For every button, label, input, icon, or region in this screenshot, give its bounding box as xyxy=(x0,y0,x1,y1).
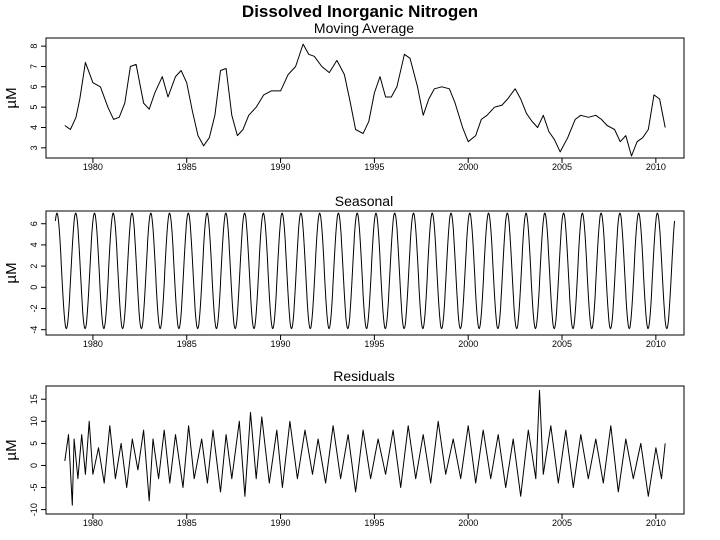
y-tick-label: 5 xyxy=(29,441,39,446)
x-tick-label: 2005 xyxy=(552,518,572,528)
axes: 1980 1985 1990 1995 2000 2005 2010 3 4 5 6 7 8 xyxy=(29,43,666,172)
x-tick-label: 2000 xyxy=(458,518,478,528)
x-tick-label: 2000 xyxy=(458,162,478,172)
y-tick-label: 6 xyxy=(29,84,39,89)
y-tick-label: 0 xyxy=(29,285,39,290)
y-tick-label: 6 xyxy=(29,221,39,226)
series-line xyxy=(64,389,666,506)
axes: 1980 1985 1990 1995 2000 2005 2010 -10 -5 0 5 10 15 xyxy=(29,389,666,528)
x-tick-label: 2010 xyxy=(646,339,666,349)
x-tick-label: 1990 xyxy=(271,339,291,349)
x-tick-label: 1995 xyxy=(364,339,384,349)
y-tick-label: -4 xyxy=(29,326,39,334)
x-tick-label: 2010 xyxy=(646,518,666,528)
y-tick-label: -5 xyxy=(29,484,39,492)
x-tick-label: 2005 xyxy=(552,339,572,349)
y-tick-label: 4 xyxy=(29,242,39,247)
x-tick-label: 1990 xyxy=(271,518,291,528)
moving-average-panel: Moving Average 1980 1985 1990 1995 2000 2005 2… xyxy=(3,20,685,172)
y-tick-label: 0 xyxy=(29,463,39,468)
y-tick-label: 5 xyxy=(29,105,39,110)
x-tick-label: 1995 xyxy=(364,162,384,172)
x-tick-label: 2010 xyxy=(646,162,666,172)
y-tick-label: 15 xyxy=(29,394,39,404)
x-tick-label: 1985 xyxy=(177,162,197,172)
x-tick-label: 1995 xyxy=(364,518,384,528)
y-tick-label: 4 xyxy=(29,125,39,130)
y-tick-label: 7 xyxy=(29,64,39,69)
y-tick-label: 8 xyxy=(29,44,39,49)
series-line xyxy=(64,43,666,157)
y-tick-label: 3 xyxy=(29,145,39,150)
y-tick-label: 2 xyxy=(29,264,39,269)
x-tick-label: 1980 xyxy=(83,518,103,528)
y-tick-label: -10 xyxy=(29,503,39,516)
panel-title: Seasonal xyxy=(335,193,393,209)
plot-frame xyxy=(45,37,685,159)
residuals-panel: Residuals 1980 1985 1990 1995 2000 2005 2010 -1… xyxy=(3,368,685,528)
plot-frame xyxy=(45,385,685,515)
y-axis-label: µM xyxy=(3,439,20,460)
axes: 1980 1985 1990 1995 2000 2005 2010 -4 -2 0 2 4 6 xyxy=(29,212,676,349)
x-tick-label: 1985 xyxy=(177,518,197,528)
x-tick-label: 1990 xyxy=(271,162,291,172)
y-tick-label: -2 xyxy=(29,304,39,312)
x-tick-label: 1980 xyxy=(83,339,103,349)
panel-title: Residuals xyxy=(333,368,394,384)
x-tick-label: 2000 xyxy=(458,339,478,349)
main-title: Dissolved Inorganic Nitrogen xyxy=(242,2,478,21)
plot-frame xyxy=(45,210,685,336)
x-tick-label: 2005 xyxy=(552,162,572,172)
series-line xyxy=(54,212,676,330)
y-axis-label: µM xyxy=(3,87,20,108)
x-tick-label: 1980 xyxy=(83,162,103,172)
seasonal-panel: Seasonal 1980 1985 1990 1995 2000 2005 2010 -4 -… xyxy=(3,193,685,349)
y-axis-label: µM xyxy=(3,262,20,283)
x-tick-label: 1985 xyxy=(177,339,197,349)
panel-title: Moving Average xyxy=(314,20,414,36)
y-tick-label: 10 xyxy=(29,416,39,426)
